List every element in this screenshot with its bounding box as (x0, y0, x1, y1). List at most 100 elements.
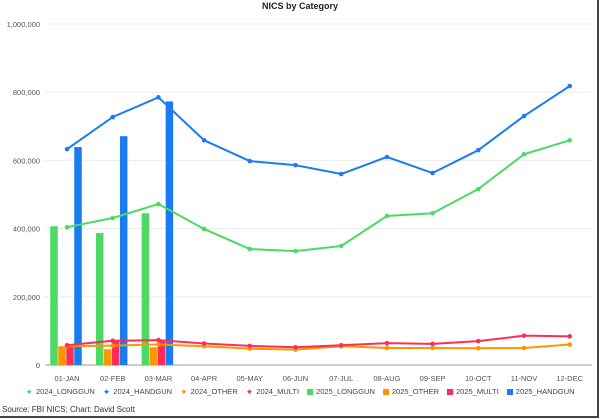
legend-item[interactable]: 2025_MULTI (446, 387, 499, 396)
y-tick-label: 0 (36, 361, 40, 370)
legend-item[interactable]: 2025_OTHER (382, 387, 439, 396)
legend-item[interactable]: 2025_LONGGUN (307, 387, 375, 396)
legend-item[interactable]: ✦ 2024_HANDGUN (103, 387, 172, 396)
legend-label: 2025_HANDGUN (515, 387, 575, 396)
point-2024-longgun (567, 137, 572, 143)
legend-swatch-icon (506, 388, 513, 395)
point-2024-multi (476, 338, 481, 344)
y-tick-label: 800,000 (13, 88, 40, 97)
y-tick-label: 200,000 (13, 293, 40, 302)
point-2024-multi (338, 342, 344, 348)
point-2024-handgun (110, 114, 115, 120)
point-2024-handgun (64, 146, 70, 152)
point-2024-handgun (430, 170, 435, 176)
point-2024-multi (247, 343, 253, 349)
x-tick-label: 04-APR (191, 374, 218, 383)
bar-2025-other (103, 349, 112, 365)
bar-2025-other (58, 346, 66, 365)
point-2024-longgun (201, 226, 207, 232)
x-tick-label: 08-AUG (373, 374, 400, 383)
line-2024-longgun (66, 139, 570, 253)
x-tick-label: 06-JUN (283, 374, 308, 383)
y-tick-label: 400,000 (13, 225, 40, 234)
point-2024-other (476, 345, 481, 351)
point-2024-longgun (384, 213, 390, 219)
legend-label: 2025_MULTI (455, 387, 499, 396)
bar-2025-handgun (74, 147, 82, 365)
point-2024-handgun (521, 113, 527, 119)
bar-2025-multi (111, 341, 120, 365)
legend-swatch-icon (382, 388, 389, 395)
point-2024-multi (201, 341, 207, 346)
chart-title: NICS by Category (261, 1, 339, 11)
x-tick-label: 11-NOV (511, 374, 538, 383)
legend-label: 2025_OTHER (391, 387, 439, 396)
point-2024-longgun (476, 186, 481, 192)
bar-2025-longgun (95, 233, 104, 365)
source-note: Source: FBI NICS; Chart: David Scott (2, 405, 135, 414)
legend-item[interactable]: ✦ 2024_MULTI (246, 387, 299, 396)
point-2024-handgun (567, 83, 572, 89)
point-2024-longgun (247, 246, 253, 252)
legend-line-marker-icon: ✦ (245, 386, 254, 397)
point-2024-multi (293, 344, 298, 350)
legend-item[interactable]: ✦ 2024_LONGGUN (25, 387, 94, 396)
legend-label: 2024_MULTI (256, 387, 300, 396)
legend-line-marker-icon: ✦ (102, 386, 111, 397)
bar-2025-handgun (165, 101, 174, 366)
point-2024-other (110, 343, 115, 348)
point-2024-multi (430, 341, 435, 347)
point-2024-handgun (384, 154, 390, 160)
bar-2025-longgun (141, 213, 150, 365)
x-tick-label: 09-SEP (420, 374, 446, 383)
x-tick-label: 10-OCT (465, 374, 492, 383)
point-2024-longgun (521, 151, 527, 157)
legend-item[interactable]: 2025_HANDGUN (506, 387, 575, 396)
point-2024-other (156, 342, 161, 347)
point-2024-longgun (293, 248, 298, 254)
point-2024-other (430, 345, 435, 351)
point-2024-longgun (338, 243, 344, 249)
point-2024-other (384, 345, 390, 351)
line-2024-other (66, 343, 570, 351)
bar-2025-multi (157, 341, 166, 365)
line-2024-multi (66, 334, 570, 349)
point-2024-longgun (430, 210, 435, 216)
bar-2025-handgun (119, 136, 128, 365)
legend-line-marker-icon: ✦ (180, 386, 188, 397)
legend-label: 2024_HANDGUN (113, 387, 173, 396)
point-2024-handgun (247, 158, 253, 164)
x-tick-label: 01-JAN (54, 374, 79, 383)
x-tick-label: 03-MAR (145, 374, 173, 383)
point-2024-handgun (338, 171, 344, 177)
bar-2025-multi (66, 344, 74, 365)
bar-2025-other (149, 347, 158, 365)
legend-label: 2024_OTHER (190, 387, 238, 396)
point-2024-handgun (201, 137, 207, 143)
point-2024-other (521, 345, 527, 351)
legend-line-marker-icon: ✦ (25, 386, 33, 397)
legend-label: 2025_LONGGUN (316, 387, 375, 396)
point-2024-multi (110, 338, 115, 344)
x-tick-label: 02-FEB (100, 374, 125, 383)
x-tick-label: 07-JUL (329, 374, 353, 383)
point-2024-multi (64, 342, 70, 348)
legend-swatch-icon (307, 388, 314, 395)
point-2024-longgun (156, 201, 161, 207)
legend-item[interactable]: ✦ 2024_OTHER (180, 387, 238, 396)
bar-2025-longgun (50, 226, 58, 365)
legend-swatch-icon (446, 388, 453, 395)
x-tick-label: 12-DEC (556, 374, 583, 383)
y-tick-label: 1,000,000 (7, 20, 40, 29)
y-tick-label: 600,000 (13, 156, 40, 165)
legend-label: 2024_LONGGUN (35, 387, 95, 396)
point-2024-multi (384, 340, 390, 346)
point-2024-longgun (64, 224, 70, 230)
point-2024-longgun (110, 215, 115, 221)
x-tick-label: 05-MAY (237, 374, 264, 383)
point-2024-multi (567, 334, 572, 339)
line-2024-handgun (66, 85, 571, 176)
legend: ✦ 2024_LONGGUN ✦ 2024_HANDGUN ✦ 2024_OTHER ✦ 20… (0, 387, 600, 396)
